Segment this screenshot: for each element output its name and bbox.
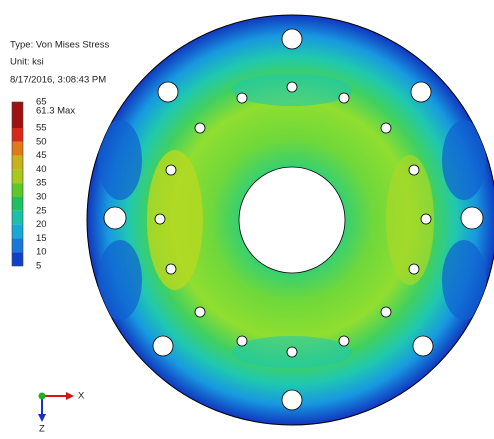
scale-band — [12, 142, 23, 156]
unit: Unit: ksi — [10, 57, 44, 68]
scale-band — [12, 183, 23, 197]
scale-band — [12, 197, 23, 211]
scale-label: 50 — [36, 136, 47, 147]
scale-band — [12, 252, 23, 266]
scale-band — [12, 128, 23, 142]
scale-label: 25 — [36, 205, 47, 216]
scale-label: 15 — [36, 233, 47, 244]
scale-band — [12, 102, 23, 128]
scale-label: 5 — [36, 261, 41, 272]
scale-band — [12, 156, 23, 170]
scale-label: 10 — [36, 247, 47, 258]
scale-label: 65 — [36, 97, 47, 108]
scale-label: 45 — [36, 150, 47, 161]
scale-label: 35 — [36, 178, 47, 189]
timestamp: 8/17/2016, 3:08:43 PM — [10, 75, 106, 86]
scale-band — [12, 169, 23, 183]
scale-label: 30 — [36, 192, 47, 203]
result-type: Type: Von Mises Stress — [10, 40, 110, 51]
scale-band — [12, 211, 23, 225]
scale-label: 55 — [36, 123, 47, 134]
color-scale: 65 55 50 45 40 35 30 25 20 15 10 5 — [12, 97, 47, 272]
scale-band — [12, 238, 23, 252]
stress-plot — [87, 15, 494, 425]
holes — [104, 29, 483, 410]
scale-label: 20 — [36, 219, 47, 230]
scale-band — [12, 225, 23, 239]
scale-label: 40 — [36, 164, 47, 175]
axis-triad: X Z — [38, 391, 85, 434]
x-axis-label: X — [78, 391, 85, 402]
z-axis-label: Z — [39, 424, 45, 434]
fea-result-view: Type: Von Mises Stress Unit: ksi 8/17/20… — [0, 0, 494, 434]
